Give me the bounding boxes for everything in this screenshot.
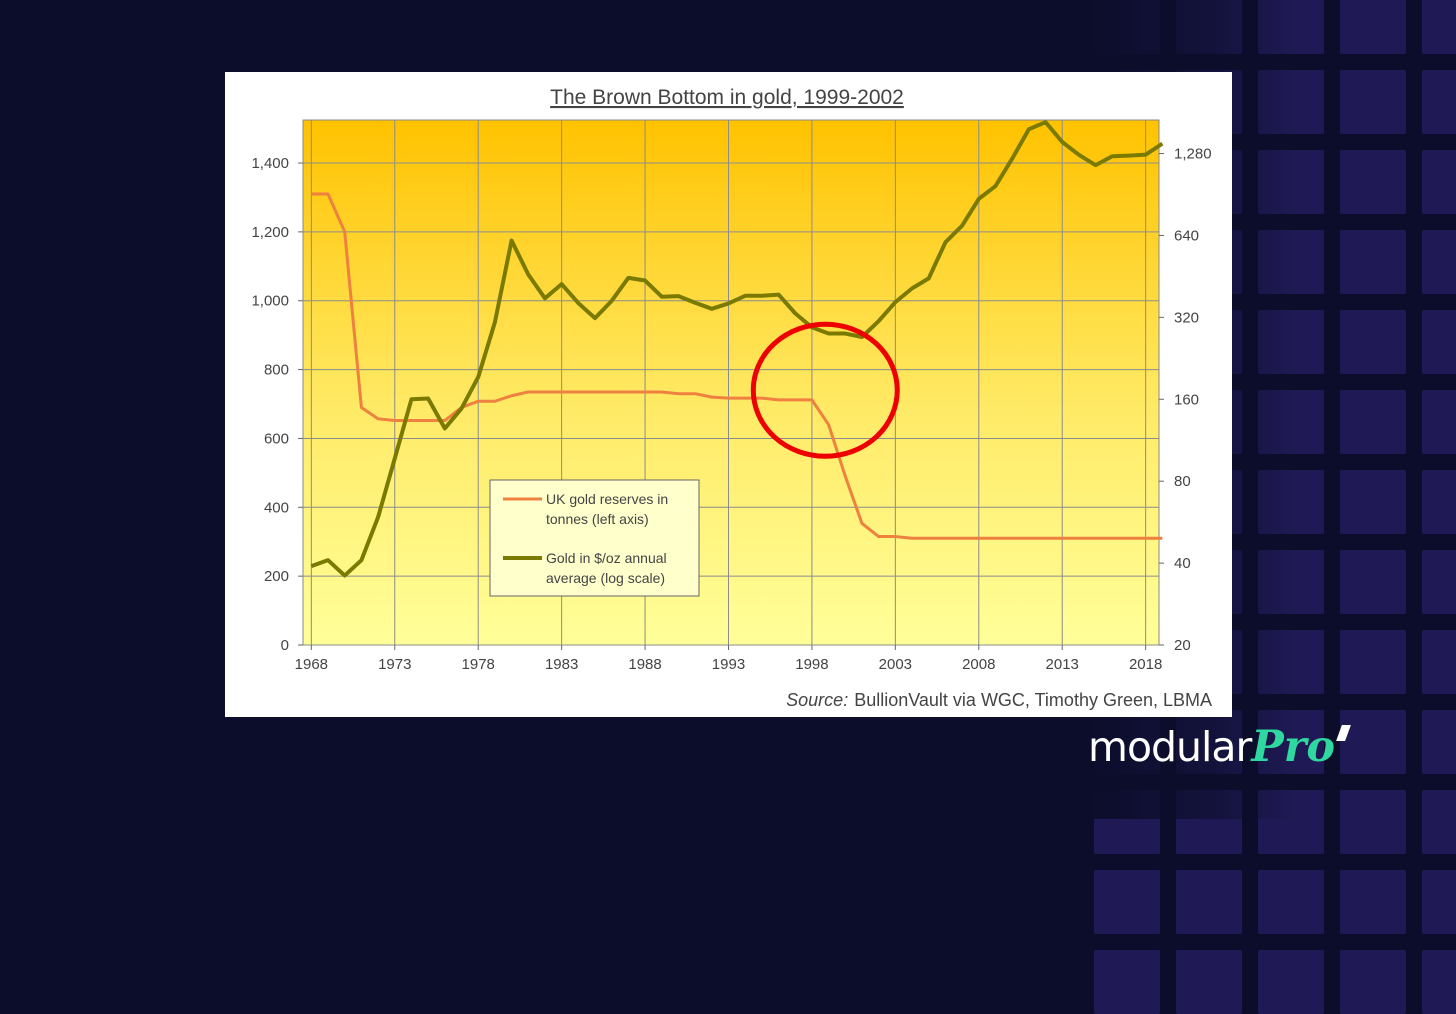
x-tick-label-1988: 1988: [628, 656, 661, 673]
bg-grid-cell: [1340, 390, 1406, 454]
bg-grid-cell: [1340, 0, 1406, 54]
grid-lines: [303, 120, 1159, 646]
bg-grid-cell: [1340, 870, 1406, 934]
bg-grid-cell: [1094, 870, 1160, 934]
bg-grid-cell: [1340, 150, 1406, 214]
bg-grid-cell: [1422, 0, 1456, 54]
bg-grid-cell: [1422, 70, 1456, 134]
right-tick-label-40: 40: [1174, 555, 1191, 572]
plot-area: [302, 119, 1160, 646]
bg-grid-cell: [1422, 310, 1456, 374]
right-tick-label-160: 160: [1174, 391, 1199, 408]
bg-grid-cell: [1094, 950, 1160, 1014]
source-text: BullionVault via WGC, Timothy Green, LBM…: [854, 690, 1212, 710]
modularpro-logo: modularPro: [1088, 722, 1351, 772]
chart-card: The Brown Bottom in gold, 1999-2002 1968…: [225, 72, 1232, 717]
x-tick-label-1983: 1983: [545, 656, 578, 673]
bg-grid-cell: [1422, 390, 1456, 454]
bg-grid-cell: [1340, 470, 1406, 534]
legend-label-gold: Gold in $/oz annual average (log scale): [546, 550, 671, 586]
left-tick-label-0: 0: [281, 637, 289, 654]
x-tick-label-1968: 1968: [295, 656, 328, 673]
left-tick-label-400: 400: [264, 499, 289, 516]
chart-title: The Brown Bottom in gold, 1999-2002: [550, 86, 904, 109]
legend-label-reserves: UK gold reserves in tonnes (left axis): [546, 491, 672, 527]
x-tick-label-2018: 2018: [1129, 656, 1162, 673]
right-tick-label-640: 640: [1174, 227, 1199, 244]
left-tick-label-600: 600: [264, 430, 289, 447]
bg-grid-cell: [1422, 630, 1456, 694]
series-line-uk-gold-reserves: [311, 192, 1163, 540]
bg-grid-cell: [1340, 710, 1406, 774]
bg-grid-cell: [1176, 950, 1242, 1014]
bg-grid-cell: [1176, 870, 1242, 934]
legend: UK gold reserves in tonnes (left axis) G…: [489, 479, 700, 597]
legend-label-gold-line1: Gold in $/oz annual: [546, 550, 667, 566]
bg-grid-cell: [1422, 870, 1456, 934]
left-tick-label-200: 200: [264, 568, 289, 585]
legend-label-reserves-line1: UK gold reserves in: [546, 491, 668, 507]
x-tick-label-1998: 1998: [795, 656, 828, 673]
left-tick-label-1400: 1,400: [251, 155, 289, 172]
highlight-group: [750, 321, 900, 459]
bg-grid-cell: [1340, 950, 1406, 1014]
right-tick-label-1280: 1,280: [1174, 146, 1212, 163]
bg-grid-cell: [1340, 630, 1406, 694]
bg-grid-cell: [1258, 950, 1324, 1014]
bg-grid-cell: [1422, 550, 1456, 614]
bg-grid-cell: [1422, 710, 1456, 774]
bg-grid-cell: [1422, 230, 1456, 294]
axis-ticks: 1968 1973 1978 1983 1988 1993 1998 2003 2008 2013…: [251, 146, 1211, 673]
bg-grid-cell: [1340, 230, 1406, 294]
left-tick-label-1000: 1,000: [251, 293, 289, 310]
chart-svg: The Brown Bottom in gold, 1999-2002 1968…: [251, 86, 1212, 710]
right-tick-label-80: 80: [1174, 473, 1191, 490]
x-tick-label-1993: 1993: [712, 656, 745, 673]
bg-grid-cell: [1258, 870, 1324, 934]
logo-word-modular: modular: [1088, 723, 1252, 771]
right-tick-label-20: 20: [1174, 637, 1191, 654]
x-tick-label-2008: 2008: [962, 656, 995, 673]
series-lines: [310, 120, 1164, 578]
bg-grid-cell: [1340, 790, 1406, 854]
bg-grid-cell: [1422, 150, 1456, 214]
series-line-gold-price: [310, 120, 1164, 578]
bg-grid-cell: [1340, 70, 1406, 134]
left-tick-label-800: 800: [264, 362, 289, 379]
left-tick-label-1200: 1,200: [251, 224, 289, 241]
bg-grid-cell: [1422, 790, 1456, 854]
legend-label-gold-line2: average (log scale): [546, 570, 665, 586]
bg-grid-cell: [1340, 310, 1406, 374]
right-tick-label-320: 320: [1174, 309, 1199, 326]
legend-label-reserves-line2: tonnes (left axis): [546, 511, 649, 527]
x-tick-label-1973: 1973: [378, 656, 411, 673]
x-tick-label-1978: 1978: [462, 656, 495, 673]
bg-grid-cell: [1422, 950, 1456, 1014]
highlight-circle: [750, 321, 900, 459]
logo-word-pro: Pro: [1251, 722, 1336, 772]
x-tick-label-2003: 2003: [879, 656, 912, 673]
bg-grid-cell: [1340, 550, 1406, 614]
bg-grid-cell: [1422, 470, 1456, 534]
source-note: Source: BullionVault via WGC, Timothy Gre…: [786, 690, 1212, 710]
source-prefix: Source:: [786, 690, 848, 710]
x-tick-label-2013: 2013: [1046, 656, 1079, 673]
